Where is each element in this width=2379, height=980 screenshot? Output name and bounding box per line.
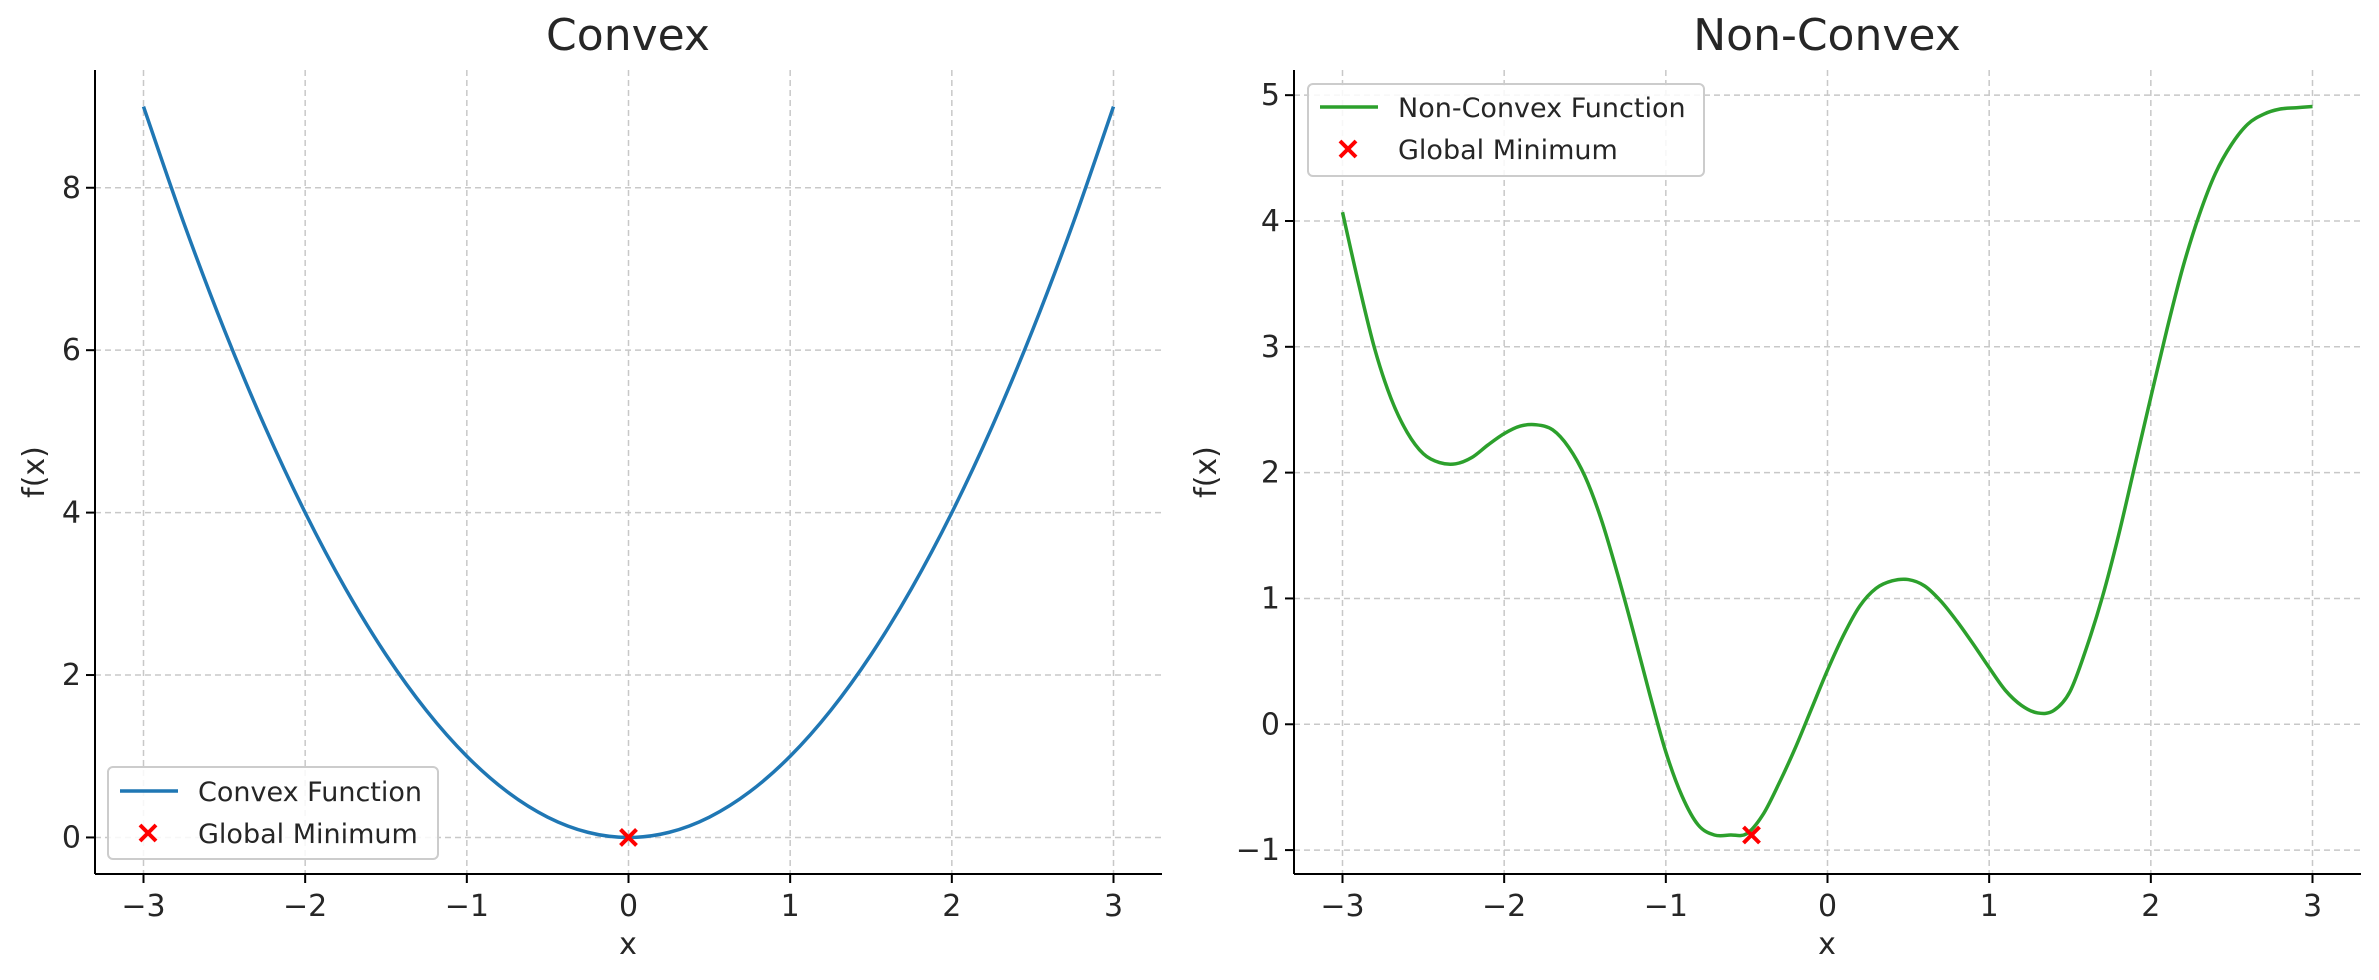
legend-entry-series: Non-Convex Function xyxy=(1398,93,1686,124)
y-tick-label: 4 xyxy=(62,496,81,531)
plot-area xyxy=(141,105,1116,847)
marker-stroke xyxy=(619,828,638,847)
y-tick-label: 8 xyxy=(62,171,81,206)
x-tick-label: 2 xyxy=(2141,889,2160,924)
legend-marker-swatch xyxy=(1338,139,1358,159)
y-tick-label: 1 xyxy=(1261,581,1280,616)
plot-area xyxy=(1340,104,2313,845)
y-tick-label: 5 xyxy=(1261,78,1280,113)
x-tick-label: −2 xyxy=(283,889,327,924)
grid xyxy=(95,70,1162,874)
y-tick-label: 0 xyxy=(1261,707,1280,742)
x-tick-label: 0 xyxy=(1818,889,1837,924)
legend-entry-series: Convex Function xyxy=(198,777,422,808)
x-tick-label: 2 xyxy=(942,889,961,924)
panel-non-convex: Non-Convex −3 −2 −1 0 1 2 3 −1 0 1 2 3 4 5 x f(x) No… xyxy=(1189,10,2361,962)
chart-title: Convex xyxy=(546,10,710,61)
legend-entry-marker: Global Minimum xyxy=(198,819,418,850)
x-tick-label: 1 xyxy=(781,889,800,924)
y-ticks: −1 0 1 2 3 4 5 xyxy=(1236,78,1294,868)
y-tick-label: 0 xyxy=(62,820,81,855)
chart-title: Non-Convex xyxy=(1693,10,1961,61)
y-tick-label: 2 xyxy=(62,658,81,693)
x-tick-label: −1 xyxy=(1644,889,1688,924)
marker xyxy=(1742,825,1761,845)
legend-entry-marker: Global Minimum xyxy=(1398,135,1618,166)
x-ticks: −3 −2 −1 0 1 2 3 xyxy=(1320,874,2322,924)
legend: Non-Convex Function Global Minimum xyxy=(1307,83,1705,177)
y-tick-label: −1 xyxy=(1236,833,1280,868)
grid xyxy=(1294,70,2361,874)
marker-stroke xyxy=(138,823,158,843)
marker-stroke xyxy=(1338,139,1358,159)
legend-frame xyxy=(1307,83,1705,177)
x-tick-label: −3 xyxy=(121,889,165,924)
legend: Convex Function Global Minimum xyxy=(107,766,439,860)
legend-marker-swatch xyxy=(138,823,158,843)
y-axis-label: f(x) xyxy=(17,446,52,498)
x-tick-label: 0 xyxy=(619,889,638,924)
y-tick-label: 6 xyxy=(62,333,81,368)
y-tick-label: 3 xyxy=(1261,330,1280,365)
x-tick-label: −2 xyxy=(1482,889,1526,924)
x-axis-label: x xyxy=(1818,927,1836,962)
x-tick-label: −1 xyxy=(445,889,489,924)
x-tick-label: 1 xyxy=(1980,889,1999,924)
x-tick-label: 3 xyxy=(2303,889,2322,924)
x-ticks: −3 −2 −1 0 1 2 3 xyxy=(121,874,1123,924)
marker-stroke xyxy=(1742,825,1761,845)
y-tick-label: 4 xyxy=(1261,204,1280,239)
y-tick-label: 2 xyxy=(1261,456,1280,491)
y-ticks: 0 2 4 6 8 xyxy=(62,171,95,855)
x-tick-label: −3 xyxy=(1320,889,1364,924)
y-axis-label: f(x) xyxy=(1189,446,1224,498)
legend-frame xyxy=(107,766,439,860)
marker xyxy=(619,828,638,847)
x-axis-label: x xyxy=(619,927,637,962)
x-tick-label: 3 xyxy=(1104,889,1123,924)
panel-convex: Convex −3 −2 −1 0 1 2 3 0 2 4 6 8 x f(x) Convex Fu… xyxy=(17,10,1162,962)
series-line xyxy=(1340,104,2313,838)
